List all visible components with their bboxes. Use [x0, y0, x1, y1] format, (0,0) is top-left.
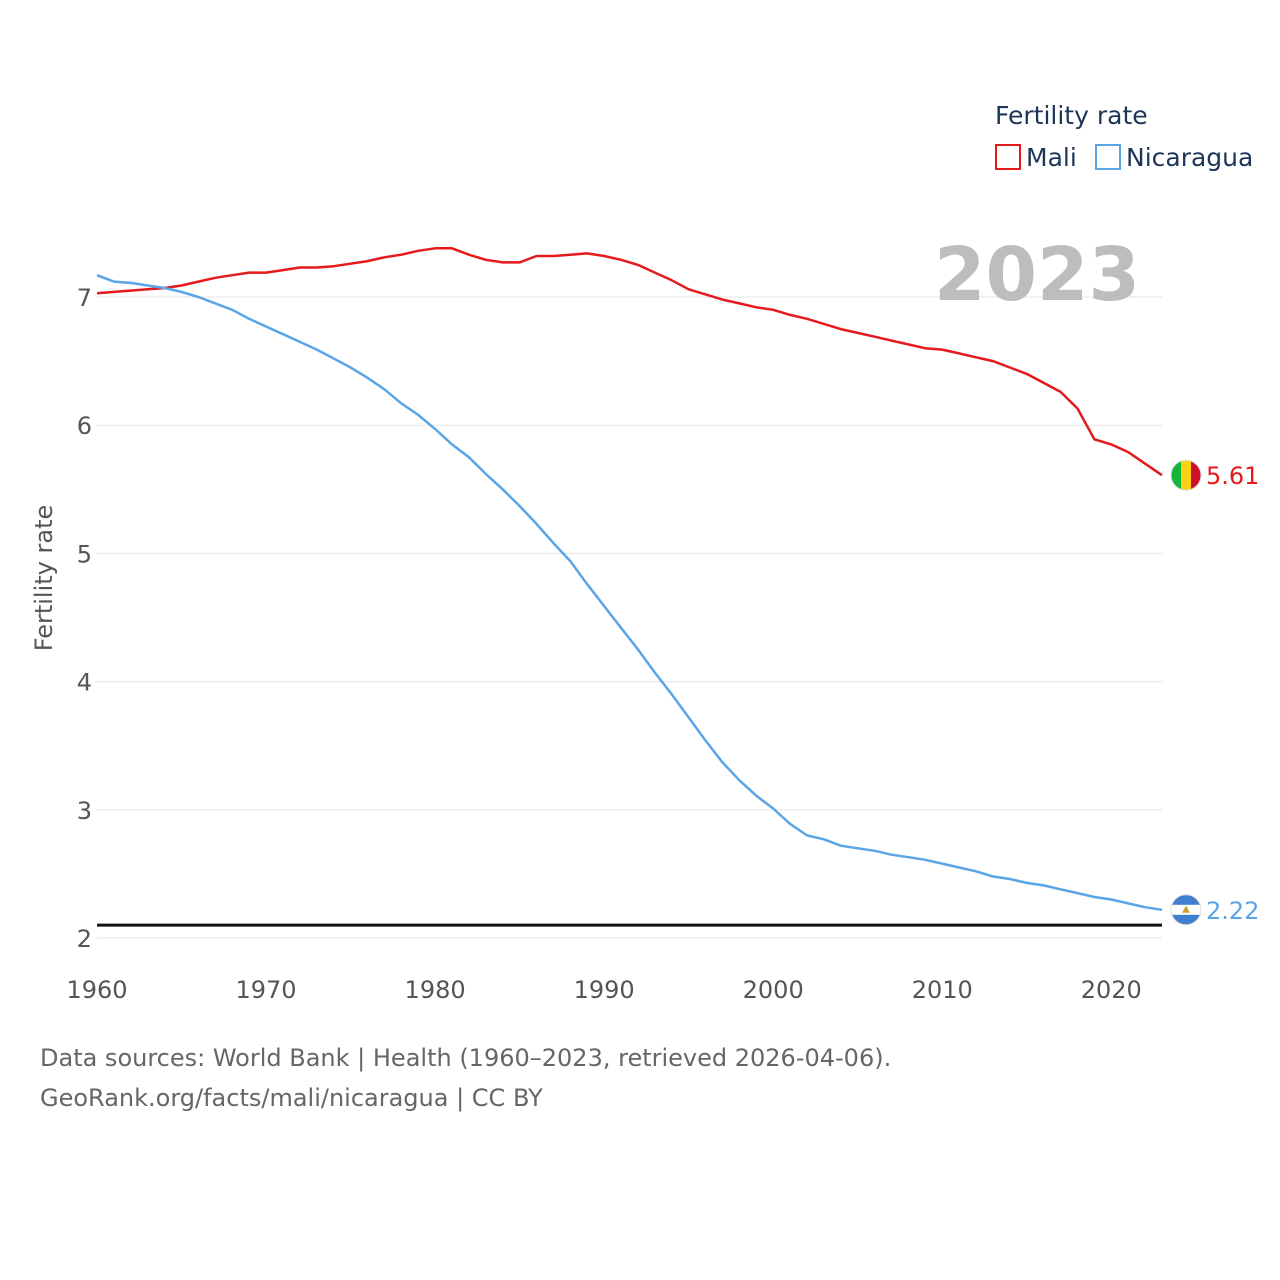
- legend-title: Fertility rate: [995, 101, 1148, 130]
- flag-stripe: [1171, 894, 1201, 906]
- legend-item-nicaragua[interactable]: Nicaragua: [1095, 143, 1253, 172]
- gridlines: [97, 296, 1162, 939]
- x-tick-label: 1960: [66, 976, 127, 1004]
- x-tick-label: 1980: [405, 976, 466, 1004]
- legend: Fertility rate Mali Nicaragua: [995, 101, 1253, 172]
- y-axis-ticks: 2 3 4 5 6 7: [77, 284, 92, 953]
- y-tick-label: 4: [77, 669, 92, 697]
- y-axis-label: Fertility rate: [30, 505, 58, 652]
- flag-marker-mali: [1170, 459, 1202, 491]
- x-tick-label: 1970: [236, 976, 297, 1004]
- flag-outline: [1170, 894, 1202, 926]
- end-value-label-nicaragua: 2.22: [1206, 897, 1259, 925]
- flag-stripe: [1181, 460, 1192, 491]
- x-tick-label: 2000: [743, 976, 804, 1004]
- legend-label-nicaragua: Nicaragua: [1126, 143, 1253, 172]
- series: 5.61 2.22: [96, 247, 1259, 926]
- series-line-mali: [96, 247, 1163, 477]
- legend-item-mali[interactable]: Mali: [995, 143, 1077, 172]
- x-tick-label: 1990: [574, 976, 635, 1004]
- x-tick-label: 2010: [912, 976, 973, 1004]
- footer-sources: Data sources: World Bank | Health (1960–…: [40, 1044, 892, 1072]
- flag-stripe: [1171, 460, 1182, 491]
- end-value-label-mali: 5.61: [1206, 462, 1259, 490]
- year-display: 2023: [934, 232, 1140, 318]
- flag-outline: [1170, 459, 1202, 491]
- legend-swatch-mali: [995, 144, 1021, 170]
- y-tick-label: 7: [77, 284, 92, 312]
- y-tick-label: 6: [77, 412, 92, 440]
- y-tick-label: 3: [77, 797, 92, 825]
- y-tick-label: 5: [77, 540, 92, 568]
- x-axis-ticks: 1960 1970 1980 1990 2000 2010 2020: [66, 976, 1141, 1004]
- x-tick-label: 2020: [1081, 976, 1142, 1004]
- flag-marker-nicaragua: [1170, 894, 1202, 926]
- flag-emblem: [1182, 905, 1190, 913]
- y-tick-label: 2: [77, 925, 92, 953]
- legend-label-mali: Mali: [1026, 143, 1077, 172]
- flag-stripe: [1171, 914, 1201, 925]
- flag-stripe: [1191, 460, 1201, 491]
- legend-swatch-nicaragua: [1095, 144, 1121, 170]
- footer-credit[interactable]: GeoRank.org/facts/mali/nicaragua | CC BY: [40, 1084, 543, 1112]
- series-line-nicaragua: [96, 274, 1163, 912]
